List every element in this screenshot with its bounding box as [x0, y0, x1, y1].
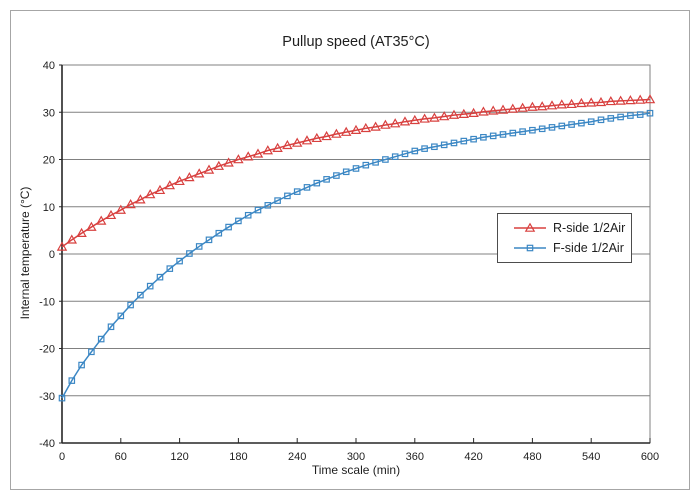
- x-tick-label: 600: [641, 451, 659, 463]
- legend-item-f-side: F-side 1/2Air: [512, 241, 631, 255]
- legend-item-r-side: R-side 1/2Air: [512, 221, 631, 235]
- y-tick-label: 30: [43, 107, 55, 119]
- chart-title: Pullup speed (AT35°C): [282, 34, 430, 50]
- x-tick-label: 360: [406, 451, 424, 463]
- legend: R-side 1/2Air F-side 1/2Air: [497, 213, 632, 263]
- x-tick-label: 60: [115, 451, 127, 463]
- x-tick-label: 300: [347, 451, 365, 463]
- series-line: [61, 98, 651, 248]
- x-axis-title: Time scale (min): [311, 463, 401, 477]
- series-line: [61, 112, 651, 399]
- legend-label-f-side: F-side 1/2Air: [553, 240, 624, 255]
- y-tick-label: -20: [39, 344, 55, 356]
- legend-marker-r-side-triangle-icon: [514, 222, 546, 233]
- y-tick-label: -30: [39, 391, 55, 403]
- x-tick-label: 0: [59, 451, 65, 463]
- axis-ticks: 0 60 120 180 240 300 360 420 480 540 600-40-30-20-…: [39, 60, 659, 463]
- x-tick-label: 180: [229, 451, 247, 463]
- legend-marker-f-side-square-icon: [514, 244, 546, 251]
- y-tick-label: 20: [43, 155, 55, 167]
- y-tick-label: -40: [39, 438, 55, 450]
- series-f-side: [58, 109, 654, 402]
- x-tick-label: 120: [170, 451, 188, 463]
- y-tick-label: 40: [43, 60, 55, 72]
- y-tick-label: -10: [39, 296, 55, 308]
- x-tick-label: 540: [582, 451, 600, 463]
- y-axis-title: Internal temperature (°C): [18, 186, 32, 320]
- x-tick-label: 480: [523, 451, 541, 463]
- y-tick-label: 0: [49, 249, 55, 261]
- y-tick-label: 10: [43, 202, 55, 214]
- x-tick-label: 420: [464, 451, 482, 463]
- legend-label-r-side: R-side 1/2Air: [553, 221, 626, 236]
- x-tick-label: 240: [288, 451, 306, 463]
- series-r-side: [56, 94, 656, 251]
